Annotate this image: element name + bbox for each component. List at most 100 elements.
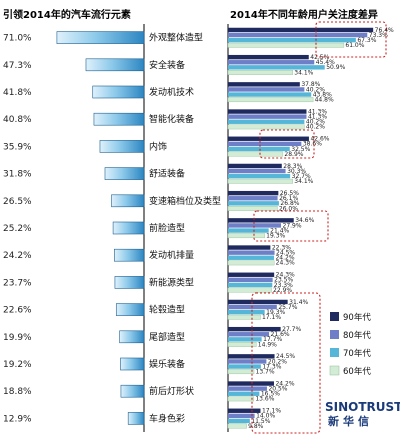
left-bar-5 — [99, 140, 145, 153]
right-value-label-5-4: 28.9% — [284, 151, 303, 158]
right-bar-2-4 — [227, 70, 293, 75]
category-label-7: 变速箱档位及类型 — [149, 195, 221, 207]
right-value-label-4-3: 40.2% — [306, 119, 325, 126]
right-bar-12-2 — [228, 332, 270, 337]
right-value-label-1-4: 61.0% — [345, 42, 364, 49]
right-value-label-10-2: 23.5% — [274, 277, 293, 284]
right-bar-4-4 — [227, 124, 305, 130]
category-label-5: 内饰 — [149, 140, 167, 152]
right-value-label-7-3: 26.8% — [280, 200, 299, 207]
right-value-label-9-4: 24.3% — [276, 260, 295, 267]
right-value-label-10-3: 23.3% — [274, 282, 293, 289]
right-value-label-10-4: 22.9% — [273, 287, 292, 294]
right-bar-13-1 — [228, 354, 275, 359]
category-label-8: 前脸造型 — [149, 222, 185, 234]
right-bar-12-4 — [227, 342, 257, 347]
right-value-label-5-2: 38.6% — [303, 141, 322, 148]
right-value-label-4-1: 41.3% — [308, 108, 327, 115]
right-bars-layer — [227, 27, 374, 429]
left-bar-7 — [111, 194, 145, 208]
right-value-label-9-1: 22.3% — [272, 244, 291, 251]
right-bar-8-2 — [228, 223, 282, 228]
category-label-4: 智能化装备 — [149, 113, 194, 125]
right-value-label-2-3: 50.9% — [326, 64, 345, 71]
left-bar-4 — [93, 112, 145, 126]
right-value-label-4-4: 40.2% — [306, 124, 325, 131]
logo-text-cn: 新华信 — [328, 414, 373, 428]
right-value-label-14-2: 20.5% — [268, 385, 287, 392]
right-bar-1-2 — [228, 32, 368, 38]
legend-swatch-2 — [330, 330, 339, 339]
left-bar-8 — [112, 221, 145, 235]
right-bar-7-2 — [228, 196, 278, 201]
left-value-labels: 71.0% 47.3% 41.8% 40.8% 35.9% 31.8% 26.5% 25.2%… — [3, 34, 32, 425]
right-value-label-9-2: 24.5% — [276, 249, 295, 256]
right-value-label-1-2: 73.3% — [369, 32, 388, 39]
right-bar-5-3 — [228, 146, 290, 152]
right-value-label-3-3: 43.8% — [313, 91, 332, 98]
right-bar-3-4 — [227, 97, 314, 103]
legend-swatch-1 — [330, 312, 339, 321]
right-bar-10-3 — [228, 282, 273, 288]
left-value-label-11: 22.6% — [3, 306, 32, 316]
right-value-label-1-1: 76.4% — [375, 27, 394, 34]
right-chart-title: 2014年不同年龄用户关注度差异 — [230, 8, 378, 21]
right-bar-4-3 — [228, 119, 305, 124]
category-label-2: 安全装备 — [149, 59, 185, 71]
right-bar-1-1 — [228, 27, 374, 33]
left-value-label-10: 23.7% — [3, 278, 32, 288]
left-bar-11 — [115, 303, 145, 316]
right-bar-11-4 — [227, 314, 261, 320]
right-value-label-7-4: 26.0% — [279, 205, 298, 212]
left-bar-2 — [85, 58, 145, 72]
right-bar-14-1 — [228, 381, 274, 386]
highlight-box-interior — [259, 129, 315, 159]
right-bar-7-1 — [228, 190, 279, 196]
right-value-label-11-3: 19.3% — [266, 309, 285, 316]
left-value-label-4: 40.8% — [3, 115, 32, 125]
right-bar-8-3 — [228, 228, 269, 233]
right-bar-15-4 — [227, 423, 247, 429]
category-label-11: 轮毂造型 — [149, 304, 185, 316]
right-value-label-8-4: 19.3% — [266, 232, 285, 239]
highlight-box-front — [253, 210, 329, 242]
left-bar-12 — [119, 330, 145, 344]
right-value-label-5-3: 32.5% — [291, 146, 310, 153]
right-bar-1-4 — [227, 42, 345, 48]
left-bar-13 — [120, 357, 145, 371]
right-bar-11-1 — [228, 299, 288, 305]
right-bar-9-1 — [228, 245, 271, 250]
right-value-label-11-1: 31.4% — [289, 299, 308, 306]
right-value-label-14-3: 16.5% — [261, 391, 280, 398]
right-value-label-6-2: 30.3% — [287, 168, 306, 175]
right-bar-6-3 — [228, 173, 291, 179]
right-bar-9-2 — [228, 250, 275, 255]
legend-label-1: 90年代 — [343, 312, 371, 323]
right-bar-5-2 — [228, 141, 302, 147]
category-label-15: 车身色彩 — [149, 412, 185, 424]
legend-label-4: 60年代 — [343, 366, 371, 377]
right-value-label-2-2: 45.4% — [316, 59, 335, 66]
legend-swatch-3 — [330, 348, 339, 357]
right-value-label-13-4: 13.7% — [256, 368, 275, 375]
right-value-label-7-2: 26.1% — [279, 195, 298, 202]
right-value-label-9-3: 24.2% — [275, 255, 294, 262]
right-value-label-15-1: 17.1% — [262, 408, 281, 415]
right-value-label-15-4: 9.8% — [248, 423, 264, 430]
right-bar-6-1 — [228, 163, 282, 169]
right-value-label-12-4: 14.9% — [258, 341, 277, 348]
right-value-label-8-3: 21.4% — [270, 227, 289, 234]
right-bar-7-4 — [227, 206, 278, 211]
right-bar-9-3 — [228, 255, 274, 260]
right-bar-13-2 — [228, 359, 267, 364]
right-value-label-12-3: 17.7% — [263, 336, 282, 343]
right-bar-8-1 — [228, 218, 294, 223]
left-value-label-8: 25.2% — [3, 224, 32, 234]
right-bar-10-1 — [228, 272, 275, 277]
left-value-label-13: 19.2% — [3, 360, 32, 370]
right-value-label-7-1: 26.5% — [280, 190, 299, 197]
right-bar-10-2 — [228, 277, 273, 283]
right-bar-10-4 — [227, 287, 272, 293]
category-label-12: 尾部造型 — [149, 331, 185, 343]
